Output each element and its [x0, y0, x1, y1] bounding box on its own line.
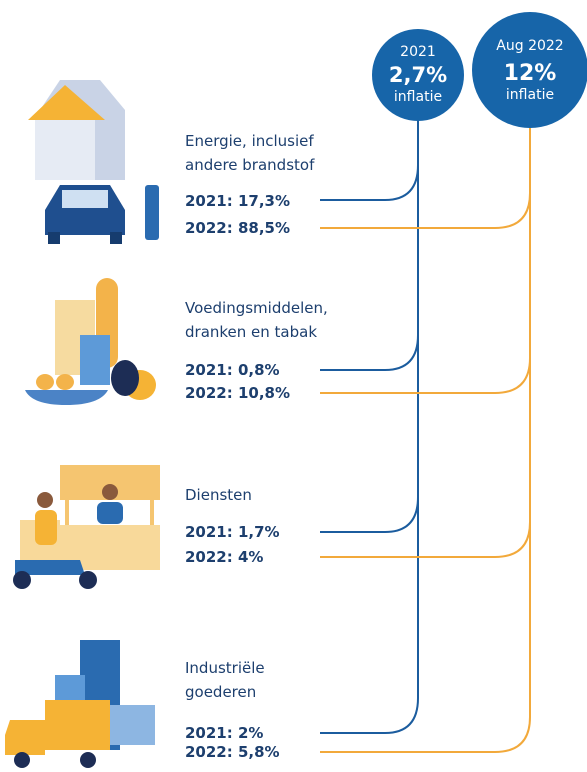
orange-branch [320, 358, 530, 393]
category-label: andere brandstof [185, 156, 315, 174]
infographic: 2021 2,7% inflatie Aug 2022 12% inflatie [0, 0, 587, 772]
category-label: goederen [185, 683, 256, 701]
rate-2021: 2021: 2% [185, 724, 263, 742]
illustration-energy [28, 80, 159, 244]
circle-value: 12% [504, 61, 557, 86]
blue-branch [320, 335, 418, 370]
circle-label: inflatie [506, 87, 554, 103]
circle-label: 2021 [400, 44, 436, 60]
blue-trunk [320, 118, 418, 733]
rate-2022: 2022: 5,8% [185, 743, 280, 761]
blue-branch [320, 497, 418, 532]
category-label: Energie, inclusief [185, 132, 314, 150]
rate-2021: 2021: 1,7% [185, 523, 280, 541]
illustration-food [25, 278, 156, 405]
connectors [320, 118, 530, 752]
orange-branch [320, 522, 530, 557]
circle-label: Aug 2022 [496, 38, 563, 54]
illustration-services [13, 465, 160, 589]
orange-trunk [320, 128, 530, 752]
orange-branch [320, 193, 530, 228]
category-label: dranken en tabak [185, 323, 317, 341]
category-label: Voedingsmiddelen, [185, 299, 328, 317]
circle-label: inflatie [394, 89, 442, 105]
rate-2021: 2021: 17,3% [185, 192, 290, 210]
circle-value: 2,7% [389, 63, 447, 87]
rate-2022: 2022: 88,5% [185, 219, 290, 237]
category-label: Diensten [185, 486, 252, 504]
category-label: Industriële [185, 659, 265, 677]
rate-2022: 2022: 10,8% [185, 384, 290, 402]
rate-2022: 2022: 4% [185, 548, 263, 566]
illustration-goods [5, 640, 155, 768]
blue-branch [320, 165, 418, 200]
rate-2021: 2021: 0,8% [185, 361, 280, 379]
